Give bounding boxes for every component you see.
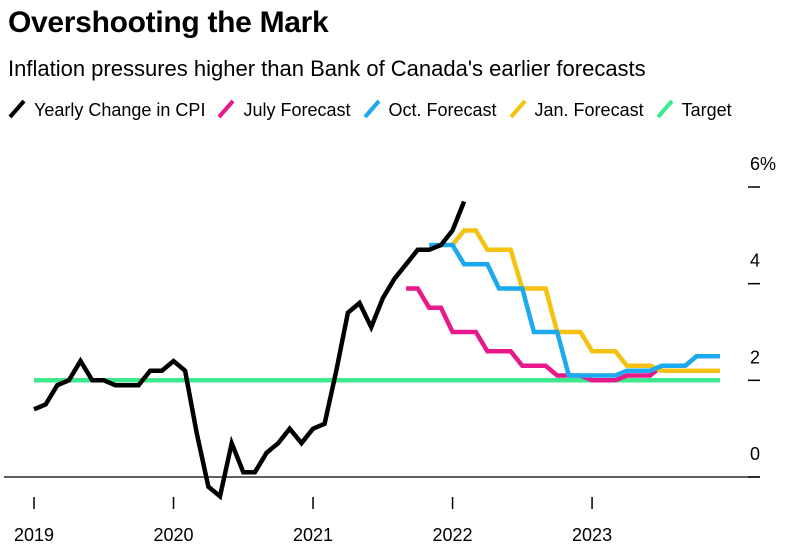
legend-item-oct-forecast: Oct. Forecast xyxy=(362,96,497,124)
legend-label: Target xyxy=(681,99,732,120)
chart-subtitle: Inflation pressures higher than Bank of … xyxy=(8,56,646,81)
x-tick-label: 2020 xyxy=(153,525,193,545)
legend-item-july-forecast: July Forecast xyxy=(217,96,351,124)
legend-swatch xyxy=(362,99,381,119)
legend-label: Jan. Forecast xyxy=(534,99,644,120)
series-line-oct-forecast xyxy=(429,242,720,378)
legend-item-jan-forecast: Jan. Forecast xyxy=(509,96,644,124)
x-tick-label: 2023 xyxy=(572,525,612,545)
legend-item-target: Target xyxy=(656,96,732,124)
x-tick-label: 2022 xyxy=(433,525,473,545)
y-tick-label: 6% xyxy=(750,154,776,174)
x-tick-label: 2021 xyxy=(293,525,333,545)
x-tick-label: 2019 xyxy=(14,525,54,545)
legend-item-yearly-change-in-cpi: Yearly Change in CPI xyxy=(8,96,205,124)
legend-label: Oct. Forecast xyxy=(388,99,497,120)
chart-title: Overshooting the Mark xyxy=(8,6,329,39)
y-tick-label: 4 xyxy=(750,251,760,271)
series-line-yearly-change-in-cpi xyxy=(33,200,467,501)
legend-label: Yearly Change in CPI xyxy=(34,99,206,120)
chart-legend: Yearly Change in CPI July Forecast Oct. Fo… xyxy=(8,96,778,128)
legend-swatch xyxy=(509,99,527,119)
legend-swatch xyxy=(8,99,26,119)
series-line-jan-forecast xyxy=(450,228,720,373)
legend-swatch xyxy=(656,99,674,119)
y-tick-label: 2 xyxy=(750,347,760,367)
legend-swatch xyxy=(217,99,235,119)
legend-label: July Forecast xyxy=(243,99,351,120)
y-tick-label: 0 xyxy=(750,444,760,464)
